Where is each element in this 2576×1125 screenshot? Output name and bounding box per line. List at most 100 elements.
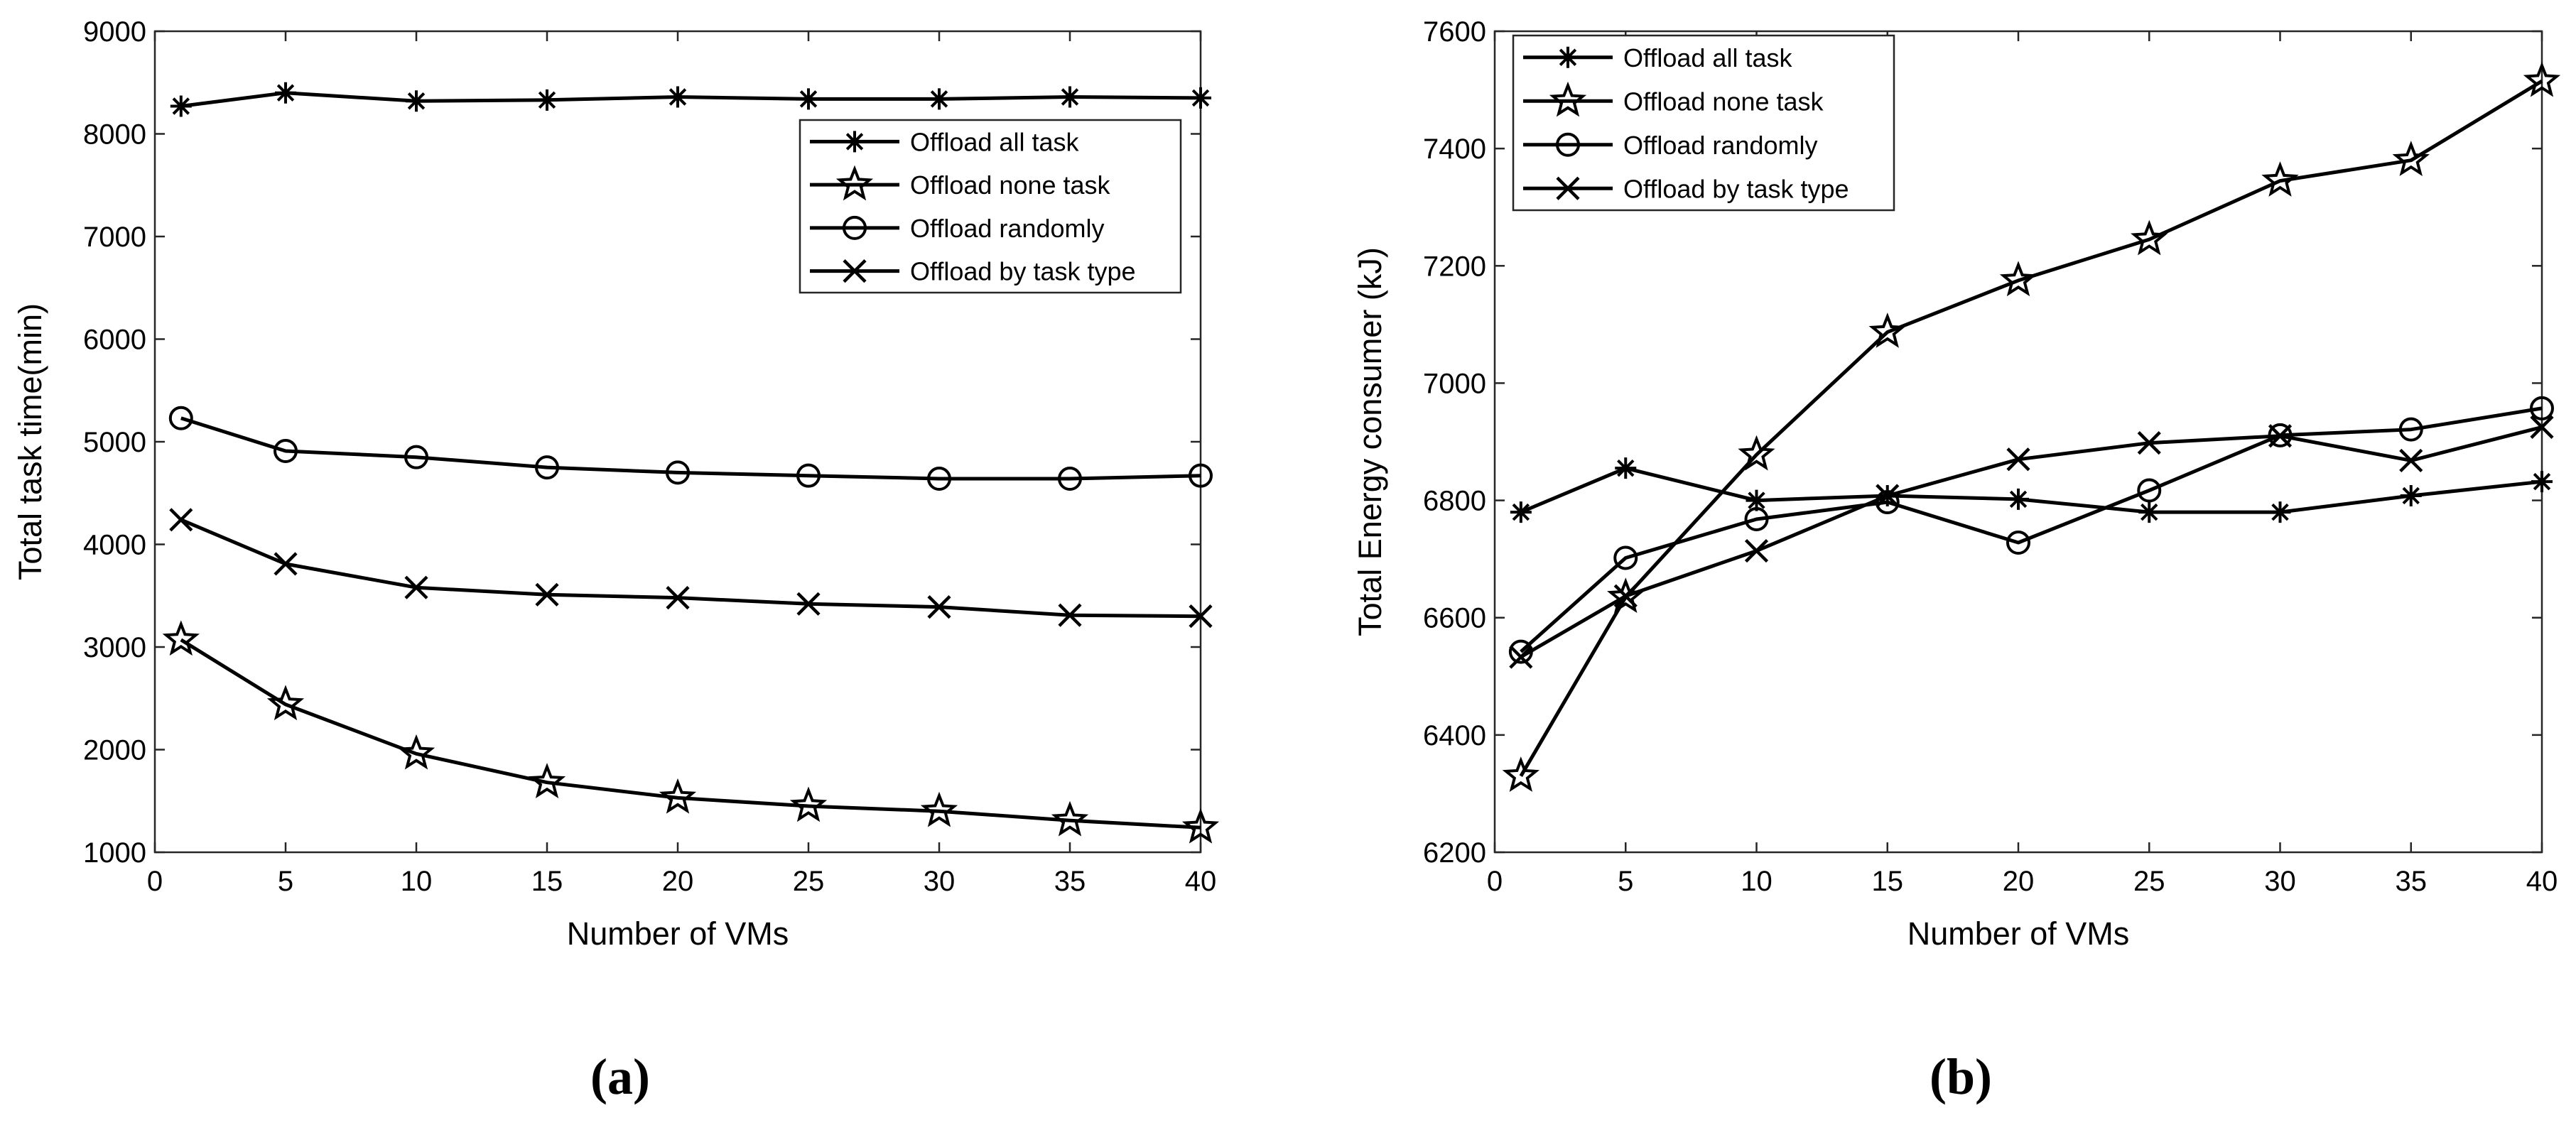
legend-entry-label: Offload none task [1623, 87, 1824, 116]
y-tick-label: 7200 [1423, 251, 1486, 282]
legend-marker [844, 131, 865, 153]
data-point [1058, 467, 1082, 491]
y-tick-label: 7600 [1423, 16, 1486, 48]
data-point [535, 455, 559, 480]
x-tick-label: 25 [2133, 866, 2165, 897]
y-axis-label: Total Energy consumer (kJ) [1352, 247, 1388, 636]
y-tick-label: 6400 [1423, 720, 1486, 751]
data-point [168, 406, 193, 430]
y-tick-label: 7000 [1423, 368, 1486, 399]
data-point [169, 508, 193, 532]
y-tick-label: 6000 [83, 325, 146, 356]
y-tick-label: 7000 [83, 222, 146, 253]
legend: Offload all task Offload none task Offload… [799, 119, 1182, 294]
legend-entry-label: Offload all task [910, 127, 1079, 156]
series-offload-all-task [1510, 457, 2553, 523]
data-point [2006, 447, 2030, 472]
y-tick-label: 9000 [83, 16, 146, 48]
data-point [404, 445, 428, 469]
y-tick-label: 2000 [83, 735, 146, 766]
data-point [536, 89, 558, 111]
chart-panel-a: 0 5 10 15 20 25 30 35 40 1000 2000 3000 4000 5000 6000… [12, 16, 1220, 1105]
data-point [1613, 584, 1638, 608]
data-point [1876, 484, 1900, 508]
legend-entry-label: Offload none task [910, 170, 1111, 200]
x-tick-label: 35 [2396, 866, 2428, 897]
data-point [266, 685, 305, 721]
data-point [1868, 312, 1906, 348]
x-tick-label: 10 [1741, 866, 1773, 897]
series-line [180, 638, 1201, 830]
x-tick-label: 0 [1487, 866, 1503, 897]
data-point [2398, 417, 2423, 442]
x-tick-label: 40 [1185, 866, 1217, 897]
x-tick-label: 15 [1872, 866, 1904, 897]
data-point [2137, 478, 2162, 503]
x-tick-label: 30 [2264, 866, 2296, 897]
panel-caption: (b) [1930, 1048, 1992, 1105]
data-point [1509, 645, 1533, 669]
data-point [1744, 538, 1769, 563]
data-point [2399, 448, 2423, 473]
y-axis-label: Total task time(min) [12, 303, 48, 580]
legend-marker [1549, 81, 1587, 117]
data-point [1189, 463, 1213, 488]
y-tick-label: 6600 [1423, 603, 1486, 634]
series-line [1520, 466, 2543, 514]
data-point [2138, 501, 2160, 523]
y-tick-label: 8000 [83, 119, 146, 151]
y-tick-label: 7400 [1423, 134, 1486, 165]
legend-marker [843, 259, 867, 283]
x-tick-label: 35 [1054, 866, 1086, 897]
x-tick-label: 5 [1618, 866, 1633, 897]
data-point [1613, 545, 1638, 570]
data-point [404, 575, 428, 599]
legend-marker [1557, 46, 1579, 68]
x-tick-label: 20 [2003, 866, 2035, 897]
data-point [2008, 488, 2029, 510]
data-point [2131, 219, 2168, 256]
data-point [1502, 756, 1540, 792]
data-point [2530, 396, 2554, 420]
data-point [528, 763, 566, 798]
data-point [2531, 471, 2553, 493]
data-point [1744, 506, 1769, 531]
series-offload-by-task-type [169, 508, 1213, 629]
data-point [667, 86, 688, 108]
data-point [1189, 604, 1213, 629]
data-point [170, 95, 192, 117]
data-point [406, 90, 427, 112]
data-point [796, 592, 821, 616]
data-point [535, 582, 559, 607]
legend-marker [1556, 176, 1580, 200]
x-tick-label: 30 [924, 866, 956, 897]
data-point [796, 463, 821, 488]
data-point [2392, 141, 2430, 176]
y-tick-label: 5000 [83, 427, 146, 458]
series-offload-none-task [1502, 61, 2561, 792]
x-tick-label: 25 [793, 866, 825, 897]
series-line [1519, 80, 2543, 777]
x-tick-label: 10 [401, 866, 433, 897]
data-point [1190, 87, 1211, 109]
x-tick-label: 40 [2526, 866, 2558, 897]
x-tick-label: 0 [147, 866, 163, 897]
y-tick-label: 3000 [83, 632, 146, 663]
data-point [2400, 484, 2422, 506]
series-offload-randomly [168, 406, 1213, 491]
data-point [397, 734, 435, 770]
data-point [1059, 86, 1081, 108]
legend-marker [1556, 132, 1580, 157]
data-point [1510, 501, 1532, 523]
data-point [789, 786, 828, 822]
data-point [2137, 431, 2161, 455]
data-point [2269, 501, 2291, 523]
series-offload-randomly [1508, 396, 2554, 664]
legend-entry-label: Offload randomly [910, 214, 1104, 243]
x-tick-label: 5 [278, 866, 293, 897]
y-tick-label: 4000 [83, 530, 146, 561]
legend: Offload all task Offload none task Offload… [1512, 34, 1895, 212]
series-offload-all-task [170, 82, 1211, 117]
data-point [2268, 424, 2293, 448]
